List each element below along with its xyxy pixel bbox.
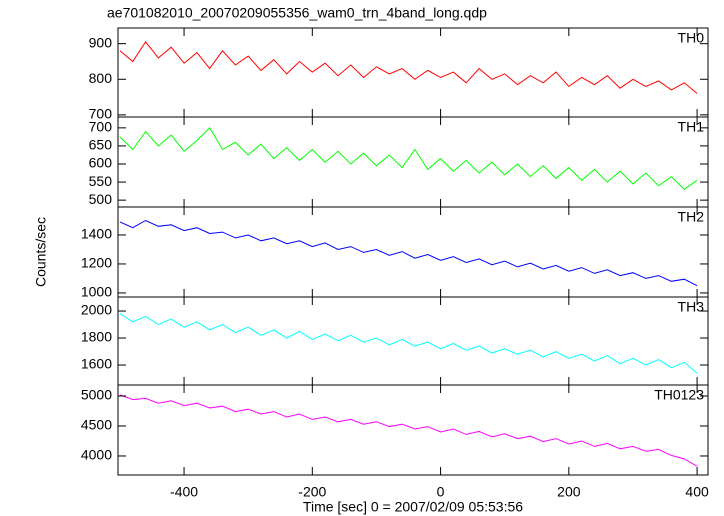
y-tick-label: 500 xyxy=(89,191,113,207)
y-tick-label: 550 xyxy=(89,173,113,189)
y-tick-label: 1200 xyxy=(81,255,112,271)
data-line xyxy=(119,313,698,374)
data-line xyxy=(119,219,698,287)
y-tick-label: 2000 xyxy=(81,302,112,318)
x-tick-label: 400 xyxy=(685,484,709,500)
y-tick-label: 700 xyxy=(89,106,113,122)
y-tick-label: 1000 xyxy=(81,284,112,300)
y-tick-label: 4000 xyxy=(81,447,112,463)
x-tick-label: 200 xyxy=(557,484,581,500)
y-tick-label: 1400 xyxy=(81,226,112,242)
x-tick-label: 0 xyxy=(437,484,445,500)
chart-title: ae701082010_20070209055356_wam0_trn_4ban… xyxy=(107,5,487,21)
panel-label: TH2 xyxy=(678,209,705,225)
x-axis-label: Time [sec] 0 = 2007/02/09 05:53:56 xyxy=(303,499,523,515)
panel-label: TH0123 xyxy=(654,387,704,403)
data-line xyxy=(119,394,698,467)
data-line xyxy=(119,41,698,94)
panel-label: TH1 xyxy=(678,119,705,135)
y-tick-label: 800 xyxy=(89,70,113,86)
y-tick-label: 650 xyxy=(89,137,113,153)
panel-frame xyxy=(117,296,709,386)
y-tick-label: 600 xyxy=(89,155,113,171)
panel-frame xyxy=(117,384,709,476)
y-tick-label: 1800 xyxy=(81,329,112,345)
panel-frame xyxy=(117,27,709,118)
y-tick-label: 700 xyxy=(89,119,113,135)
x-tick-label: -400 xyxy=(170,484,198,500)
y-tick-label: 1600 xyxy=(81,356,112,372)
x-tick-label: -200 xyxy=(298,484,326,500)
y-axis-label: Counts/sec xyxy=(33,217,49,287)
y-tick-label: 4500 xyxy=(81,417,112,433)
y-tick-label: 900 xyxy=(89,34,113,50)
data-line xyxy=(119,126,698,190)
panel-frame xyxy=(117,206,709,298)
panel-label: TH3 xyxy=(678,299,705,315)
y-tick-label: 5000 xyxy=(81,387,112,403)
